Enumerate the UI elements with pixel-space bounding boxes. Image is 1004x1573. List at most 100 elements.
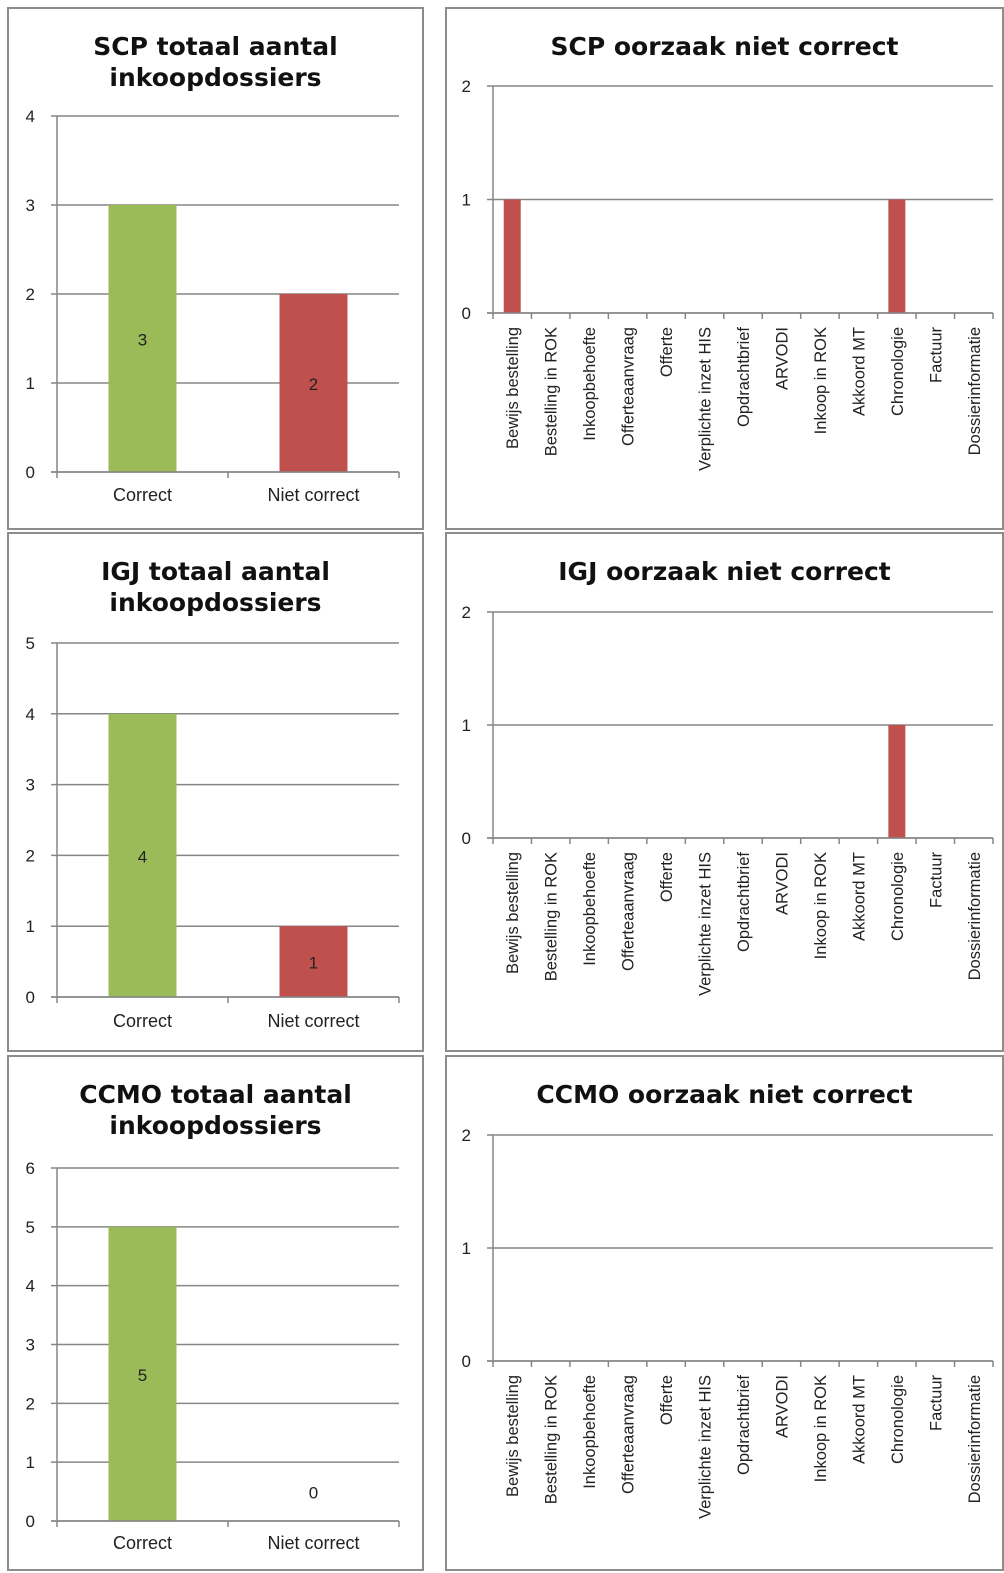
y-tick-label: 6 bbox=[26, 1159, 35, 1178]
igj-cause-chart: 0 1 2 Bewijs bestelling Bestelling in ROK Ink… bbox=[462, 603, 994, 996]
x-category-label: Bestelling in ROK bbox=[543, 852, 561, 981]
ccmo-cause-chart-panel: CCMO oorzaak niet correct 0 1 2 Bewijs best… bbox=[445, 1055, 1004, 1571]
x-category-label: Bewijs bestelling bbox=[504, 327, 522, 449]
x-category-label: Offerteaanvraag bbox=[620, 1375, 638, 1494]
y-tick-label: 1 bbox=[26, 1453, 35, 1472]
x-category-label: Opdrachtbrief bbox=[735, 1375, 753, 1475]
x-category-label: Bestelling in ROK bbox=[543, 1375, 561, 1504]
data-label: 4 bbox=[138, 847, 147, 866]
x-category-label: Bewijs bestelling bbox=[504, 1375, 522, 1497]
x-category-label: Inkoop in ROK bbox=[812, 852, 830, 959]
x-category-label: Verplichte inzet HIS bbox=[697, 1375, 715, 1519]
y-tick-label: 1 bbox=[26, 917, 35, 936]
scp-total-chart-panel: SCP totaal aantal inkoopdossiers 0 1 2 3 4 3 Co… bbox=[7, 7, 424, 530]
igj-cause-chart-panel: IGJ oorzaak niet correct 0 1 2 Bewijs beste… bbox=[445, 532, 1004, 1052]
x-category-label: Correct bbox=[113, 485, 172, 505]
x-category-label: Verplichte inzet HIS bbox=[697, 327, 715, 471]
y-tick-label: 3 bbox=[26, 1336, 35, 1355]
data-label: 2 bbox=[309, 375, 318, 394]
data-label: 5 bbox=[138, 1366, 147, 1385]
x-category-label: Opdrachtbrief bbox=[735, 327, 753, 427]
x-category-label: Dossierinformatie bbox=[966, 852, 984, 980]
y-tick-label: 4 bbox=[26, 1277, 35, 1296]
ccmo-total-chart: 0 1 2 3 4 5 6 5 Correct 0 Niet correct bbox=[26, 1159, 400, 1553]
chart-title: IGJ oorzaak niet correct bbox=[558, 557, 891, 586]
x-category-label: ARVODI bbox=[773, 852, 791, 915]
x-category-label: Dossierinformatie bbox=[966, 1375, 984, 1503]
y-tick-label: 1 bbox=[462, 1239, 471, 1258]
chart-title: IGJ totaal aantal inkoopdossiers bbox=[101, 557, 330, 617]
y-tick-label: 0 bbox=[26, 1512, 35, 1531]
x-category-label: ARVODI bbox=[773, 1375, 791, 1438]
x-category-label: Factuur bbox=[927, 326, 945, 382]
y-tick-label: 1 bbox=[26, 374, 35, 393]
y-tick-label: 3 bbox=[26, 196, 35, 215]
y-tick-label: 2 bbox=[26, 846, 35, 865]
y-tick-label: 0 bbox=[462, 1352, 471, 1371]
y-tick-label: 5 bbox=[26, 1218, 35, 1237]
y-tick-label: 2 bbox=[462, 1126, 471, 1145]
y-tick-label: 3 bbox=[26, 776, 35, 795]
x-category-label: Inkoopbehoefte bbox=[581, 327, 599, 441]
chart-title: CCMO totaal aantal inkoopdossiers bbox=[79, 1080, 352, 1140]
x-category-label: Akkoord MT bbox=[850, 852, 868, 941]
x-category-label: Verplichte inzet HIS bbox=[697, 852, 715, 996]
scp-total-chart: 0 1 2 3 4 3 Correct 2 Niet correct bbox=[26, 107, 400, 505]
x-category-label: Chronologie bbox=[889, 1375, 907, 1464]
x-category-label: Offerte bbox=[658, 852, 676, 902]
x-category-label: Chronologie bbox=[889, 327, 907, 416]
y-tick-label: 1 bbox=[462, 191, 471, 210]
x-category-label: Niet correct bbox=[267, 1533, 359, 1553]
x-category-label: Inkoop in ROK bbox=[812, 1375, 830, 1482]
x-category-label: Akkoord MT bbox=[850, 1375, 868, 1464]
bar bbox=[108, 1226, 177, 1521]
y-tick-label: 4 bbox=[26, 705, 35, 724]
y-tick-label: 2 bbox=[26, 285, 35, 304]
x-category-label: Bewijs bestelling bbox=[504, 852, 522, 974]
bar bbox=[503, 199, 521, 313]
chart-title: CCMO oorzaak niet correct bbox=[536, 1080, 913, 1109]
y-tick-label: 2 bbox=[462, 603, 471, 622]
y-tick-label: 5 bbox=[26, 634, 35, 653]
x-category-label: Inkoop in ROK bbox=[812, 327, 830, 434]
igj-total-chart-panel: IGJ totaal aantal inkoopdossiers 0 1 2 3 4 5 4 C… bbox=[7, 532, 424, 1052]
y-tick-label: 0 bbox=[26, 988, 35, 1007]
bar bbox=[279, 926, 348, 997]
ccmo-cause-chart: 0 1 2 Bewijs bestelling Bestelling in ROK Ink… bbox=[462, 1126, 994, 1519]
y-tick-label: 1 bbox=[462, 716, 471, 735]
igj-total-chart: 0 1 2 3 4 5 4 Correct 1 Niet correct bbox=[26, 634, 400, 1031]
y-tick-label: 2 bbox=[462, 77, 471, 96]
bar bbox=[108, 713, 177, 997]
x-category-label: Inkoopbehoefte bbox=[581, 1375, 599, 1489]
x-category-label: Bestelling in ROK bbox=[543, 327, 561, 456]
y-tick-label: 4 bbox=[26, 107, 35, 126]
x-category-label: Offerte bbox=[658, 327, 676, 377]
bar bbox=[279, 294, 348, 472]
data-label: 3 bbox=[138, 331, 147, 350]
x-category-label: Offerte bbox=[658, 1375, 676, 1425]
y-tick-label: 2 bbox=[26, 1394, 35, 1413]
x-category-label: ARVODI bbox=[773, 327, 791, 390]
data-label: 0 bbox=[309, 1484, 318, 1503]
x-category-label: Niet correct bbox=[267, 1011, 359, 1031]
x-category-label: Correct bbox=[113, 1011, 172, 1031]
ccmo-total-chart-panel: CCMO totaal aantal inkoopdossiers 0 1 2 3 4 5 6… bbox=[7, 1055, 424, 1571]
x-category-label: Offerteaanvraag bbox=[620, 327, 638, 446]
x-category-label: Correct bbox=[113, 1533, 172, 1553]
chart-title: SCP oorzaak niet correct bbox=[550, 32, 899, 61]
bar bbox=[888, 199, 906, 313]
x-category-label: Factuur bbox=[927, 851, 945, 907]
scp-cause-chart: 0 1 2 Bewijs bestelling Bestelling in ROK Ink… bbox=[462, 77, 994, 471]
bar bbox=[108, 205, 177, 472]
x-category-label: Opdrachtbrief bbox=[735, 852, 753, 952]
data-label: 1 bbox=[309, 954, 318, 973]
y-tick-label: 0 bbox=[26, 463, 35, 482]
x-category-label: Offerteaanvraag bbox=[620, 852, 638, 971]
y-tick-label: 0 bbox=[462, 304, 471, 323]
chart-title: SCP totaal aantal inkoopdossiers bbox=[93, 32, 338, 92]
x-category-label: Niet correct bbox=[267, 485, 359, 505]
x-category-label: Akkoord MT bbox=[850, 327, 868, 416]
bar bbox=[888, 725, 906, 838]
x-category-label: Chronologie bbox=[889, 852, 907, 941]
x-category-label: Dossierinformatie bbox=[966, 327, 984, 455]
